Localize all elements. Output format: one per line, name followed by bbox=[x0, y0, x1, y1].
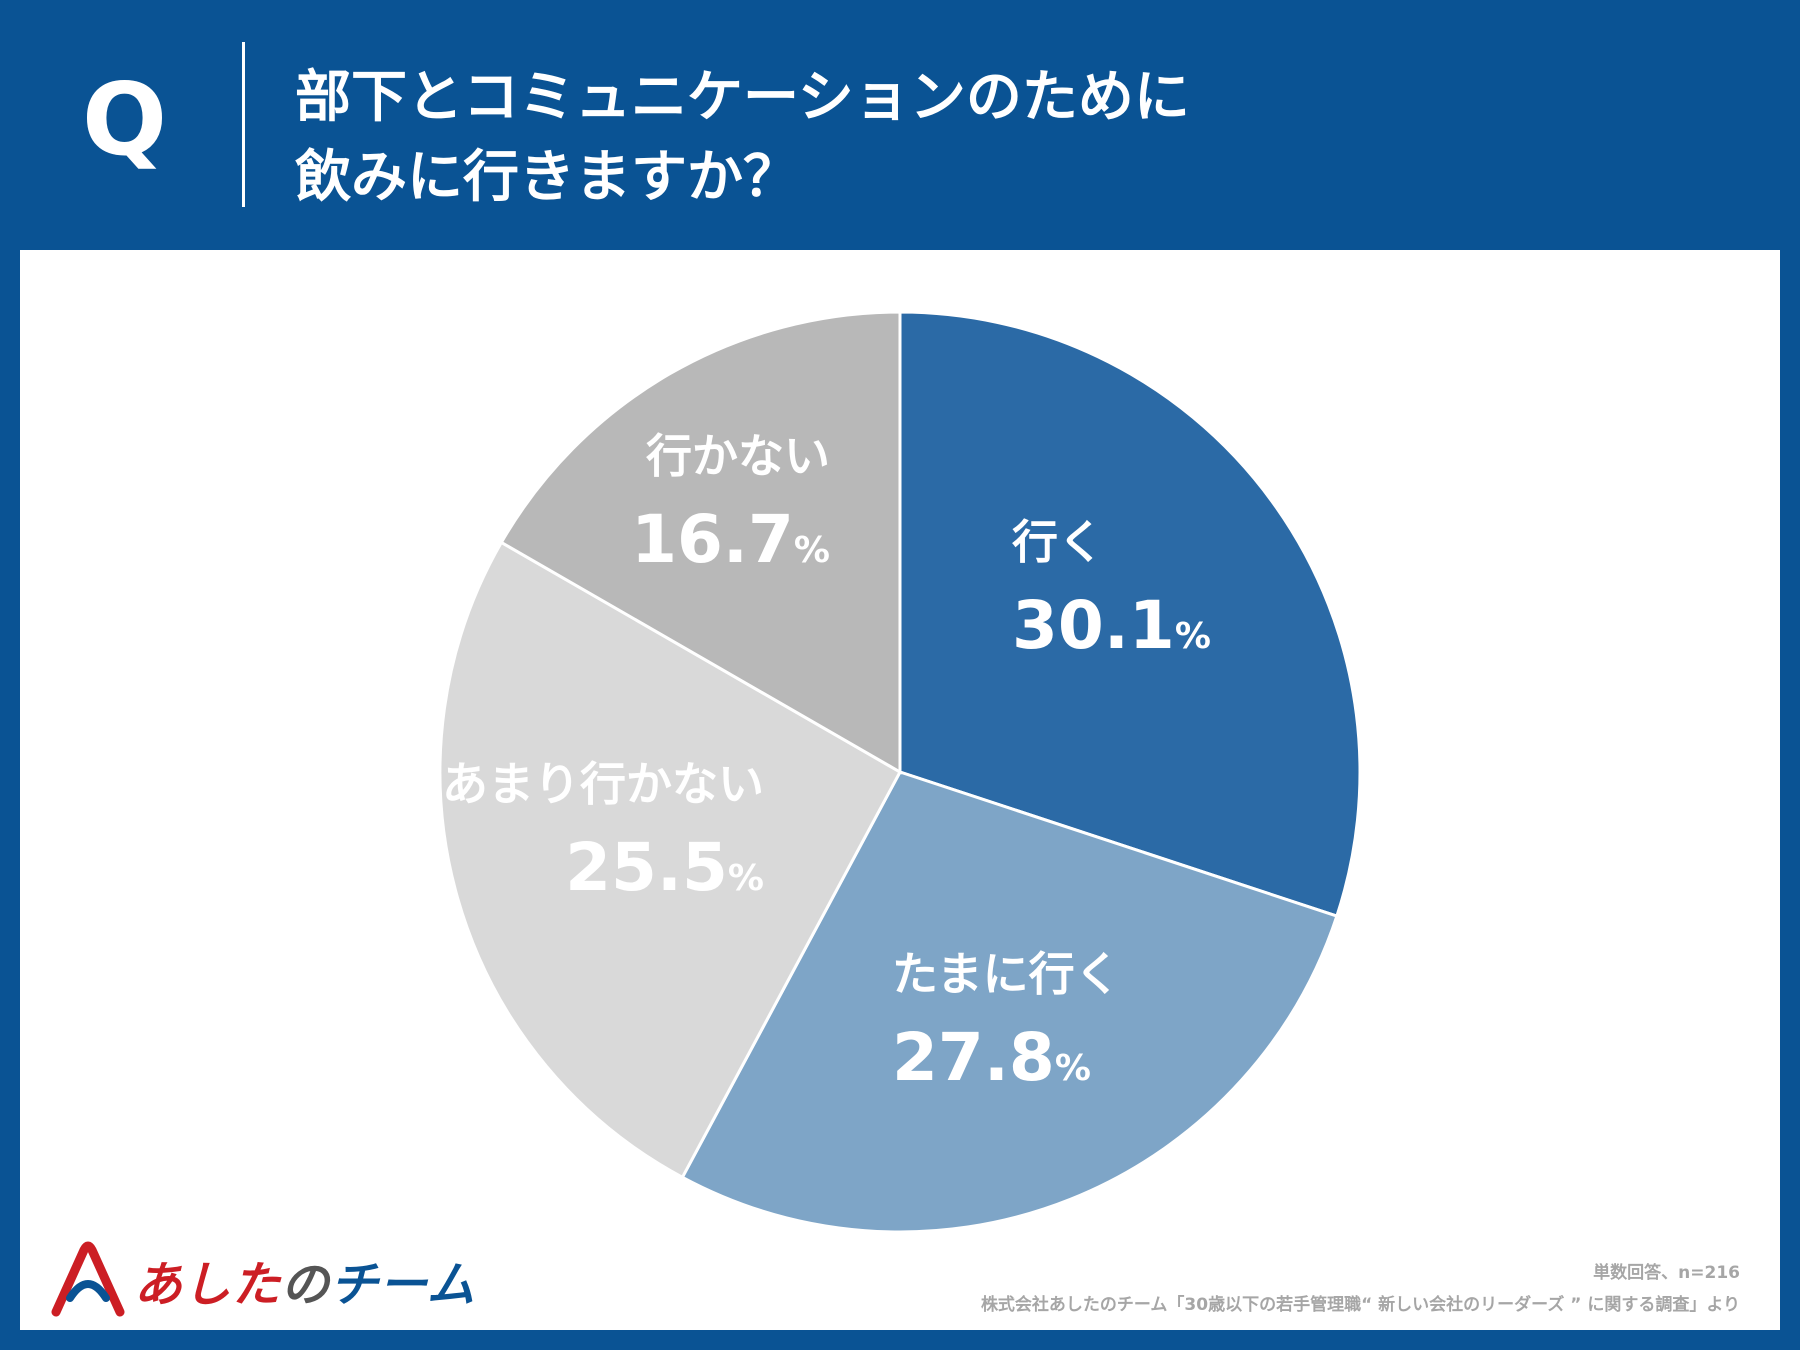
slice-value-1: 30.1% bbox=[1012, 587, 1211, 664]
slice-label-3: あまり行かない bbox=[442, 757, 764, 811]
logo-mark-icon bbox=[51, 1241, 125, 1317]
pie-slice-3 bbox=[438, 540, 903, 1180]
company-logo: あしたのチーム bbox=[48, 1240, 476, 1320]
header-banner: Q 部下とコミュニケーションのために 飲みに行きますか？ bbox=[0, 0, 1800, 250]
slice-value-4: 16.7% bbox=[631, 501, 830, 578]
pie-chart: 行く 30.1% たまに行く 27.8% あまり行かない 25.5% 行かない 16.7% bbox=[438, 310, 1362, 1234]
pie-slice-1 bbox=[898, 310, 1362, 918]
respondent-note: 単数回答、n=216 bbox=[1593, 1263, 1740, 1283]
slice-label-1: 行く bbox=[1012, 515, 1104, 569]
slice-value-3: 25.5% bbox=[565, 829, 764, 906]
pie-slice-2 bbox=[680, 770, 1339, 1234]
pie-slice-4 bbox=[499, 310, 902, 775]
logo-wordmark-part1: あした bbox=[134, 1257, 282, 1313]
logo-wordmark-part2: の bbox=[281, 1257, 331, 1313]
q-label: Q bbox=[82, 61, 168, 178]
question-line-1: 部下とコミュニケーションのために bbox=[295, 65, 1190, 130]
question-title: 部下とコミュニケーションのために 飲みに行きますか？ bbox=[295, 58, 1745, 218]
chart-panel: 行く 30.1% たまに行く 27.8% あまり行かない 25.5% 行かない 16.7% あ… bbox=[20, 250, 1780, 1330]
logo-wordmark-part3: チーム bbox=[330, 1257, 476, 1313]
question-line-2: 飲みに行きますか？ bbox=[295, 145, 799, 210]
slice-label-4: 行かない bbox=[646, 429, 830, 483]
source-note: 株式会社あしたのチーム「30歳以下の若手管理職“ 新しい会社のリーダーズ ” に… bbox=[980, 1295, 1740, 1315]
slice-value-2: 27.8% bbox=[892, 1019, 1091, 1096]
header-divider bbox=[242, 42, 245, 207]
slice-label-2: たまに行く bbox=[892, 947, 1121, 1001]
logo-wordmark: あしたのチーム bbox=[134, 1245, 476, 1315]
